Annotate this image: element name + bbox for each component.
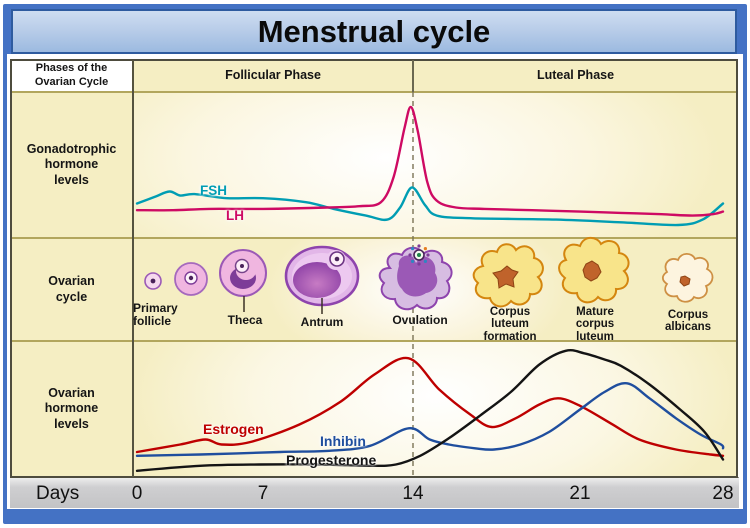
gonadotrophic-plot-area xyxy=(133,92,738,238)
stage-label-theca: Theca xyxy=(227,313,263,327)
gonadotrophic-label-cell: Gonadotrophic hormone levels xyxy=(10,92,133,238)
ovarian-hormone-plot-area xyxy=(133,341,738,477)
stage-label-primary-follicle: Primary follicle xyxy=(133,301,178,328)
ovarian-cycle-label: Ovarian cycle xyxy=(48,273,95,304)
stage-label-mature-corpus-luteum: Mature corpus luteum xyxy=(575,306,615,343)
luteal-phase-label: Luteal Phase xyxy=(536,68,615,83)
day-tick-14: 14 xyxy=(402,483,424,504)
day-tick-28: 28 xyxy=(712,483,734,504)
days-axis-title: Days xyxy=(36,483,80,504)
stage-label-corpus-luteum-formation: Corpus luteum formation xyxy=(483,306,537,343)
title-bar: Menstrual cycle xyxy=(11,9,737,54)
gonadotrophic-label: Gonadotrophic hormone levels xyxy=(26,141,117,187)
ovarian-cycle-label-cell: Ovarian cycle xyxy=(10,238,133,341)
fsh-curve-label: FSH xyxy=(200,183,227,198)
stage-label-antrum: Antrum xyxy=(300,315,344,329)
stage-label-ovulation: Ovulation xyxy=(392,313,448,327)
day-tick-7: 7 xyxy=(257,483,269,504)
page-title: Menstrual cycle xyxy=(257,13,491,49)
table-border-left xyxy=(10,59,12,478)
phase-divider-line xyxy=(412,60,414,92)
luteal-phase-cell: Luteal Phase xyxy=(413,60,738,92)
phases-header-cell: Phases of the Ovarian Cycle xyxy=(10,60,133,92)
table-border-right xyxy=(736,59,738,478)
inhibin-curve-label: Inhibin xyxy=(320,433,366,449)
grid-line-3 xyxy=(10,340,738,342)
table-border-bottom xyxy=(10,476,738,478)
grid-line-1 xyxy=(10,91,738,93)
grid-line-2 xyxy=(10,237,738,239)
days-axis-bar xyxy=(10,477,739,508)
ovarian-hormone-label: Ovarian hormone levels xyxy=(44,385,99,431)
estrogen-curve-label: Estrogen xyxy=(203,421,264,437)
lh-curve-label: LH xyxy=(226,208,244,223)
phases-header-label: Phases of the Ovarian Cycle xyxy=(34,62,109,88)
stage-label-corpus-albicans: Corpus albicans xyxy=(664,309,712,334)
follicular-phase-label: Follicular Phase xyxy=(225,68,321,83)
label-column-divider xyxy=(132,60,134,477)
progesterone-curve-label: Progesterone xyxy=(286,452,377,468)
day-tick-0: 0 xyxy=(131,483,143,504)
day-tick-21: 21 xyxy=(569,483,591,504)
table-border-top xyxy=(10,59,738,61)
follicular-phase-cell: Follicular Phase xyxy=(133,60,413,92)
ovarian-hormone-label-cell: Ovarian hormone levels xyxy=(10,341,133,477)
